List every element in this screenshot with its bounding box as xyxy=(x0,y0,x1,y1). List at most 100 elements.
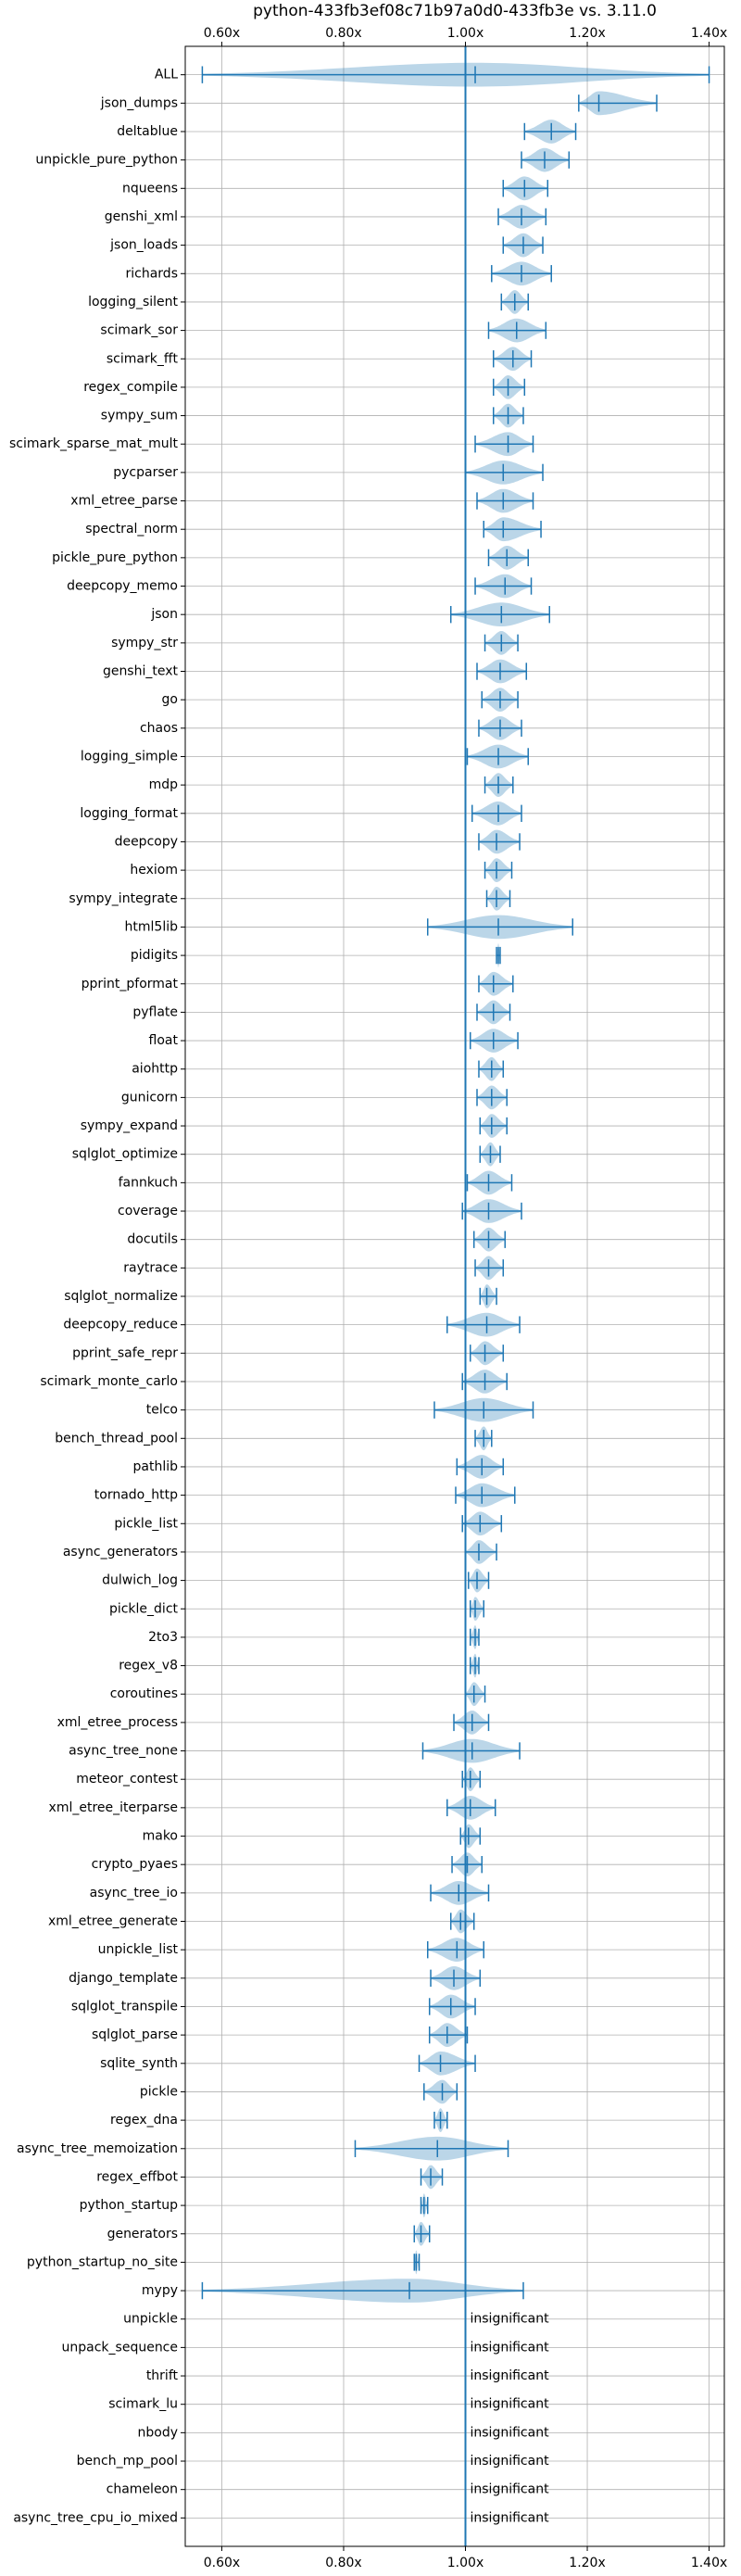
x-tick-label: 1.20x xyxy=(569,26,605,41)
y-tick-label: dulwich_log xyxy=(102,1573,178,1588)
y-tick-label: scimark_fft xyxy=(107,351,179,366)
y-tick-label: html5lib xyxy=(125,919,179,934)
y-tick-label: logging_simple xyxy=(81,749,178,764)
value-label: insignificant xyxy=(471,2510,550,2525)
y-tick-label: async_tree_cpu_io_mixed xyxy=(13,2510,178,2525)
y-tick-label: chaos xyxy=(140,721,178,736)
y-tick-label: coverage xyxy=(118,1204,178,1219)
y-tick-label: sympy_integrate xyxy=(69,891,178,906)
y-tick-label: meteor_contest xyxy=(76,1772,178,1787)
y-tick-label: crypto_pyaes xyxy=(92,1857,178,1872)
y-tick-label: nqueens xyxy=(122,181,178,196)
y-tick-label: gunicorn xyxy=(121,1090,178,1105)
plot-frame xyxy=(184,45,725,2547)
y-tick-label: pidigits xyxy=(131,948,178,963)
y-tick-label: mdp xyxy=(149,777,179,792)
y-tick-label: json_dumps xyxy=(100,95,178,110)
y-tick-label: richards xyxy=(126,266,179,281)
x-tick-label: 1.40x xyxy=(691,26,727,41)
y-tick-label: json_loads xyxy=(109,238,178,253)
value-label: insignificant xyxy=(471,2482,550,2497)
y-tick-label: xml_etree_iterparse xyxy=(49,1800,178,1815)
y-tick-label: spectral_norm xyxy=(85,522,178,537)
value-label: insignificant xyxy=(471,2454,550,2469)
y-tick-label: pathlib xyxy=(133,1459,179,1474)
y-tick-label: nbody xyxy=(138,2425,179,2440)
y-tick-label: mypy xyxy=(142,2283,178,2298)
x-tick-label: 0.60x xyxy=(204,2556,240,2570)
y-tick-label: scimark_sor xyxy=(100,323,178,338)
y-tick-label: aiohttp xyxy=(132,1062,178,1077)
x-tick-label: 1.20x xyxy=(569,2556,605,2570)
y-tick-label: async_generators xyxy=(63,1545,178,1559)
y-tick-label: 2to3 xyxy=(148,1630,178,1645)
y-tick-label: coroutines xyxy=(110,1686,178,1701)
y-tick-label: xml_etree_generate xyxy=(48,1914,178,1929)
y-tick-label: pickle_pure_python xyxy=(52,550,178,565)
value-label: insignificant xyxy=(471,2425,550,2440)
y-tick-label: async_tree_memoization xyxy=(17,2141,178,2156)
chart-title: python-433fb3ef08c71b97a0d0-433fb3e vs. … xyxy=(253,2,657,20)
y-tick-label: json xyxy=(150,607,178,622)
y-tick-label: thrift xyxy=(146,2368,179,2383)
x-tick-label: 0.80x xyxy=(325,26,361,41)
y-tick-label: genshi_xml xyxy=(105,209,178,224)
y-tick-label: xml_etree_process xyxy=(57,1715,178,1730)
y-tick-label: generators xyxy=(107,2227,178,2241)
y-tick-label: sympy_sum xyxy=(101,409,178,423)
y-tick-label: pickle xyxy=(140,2084,178,2099)
y-tick-label: deepcopy_memo xyxy=(67,579,178,594)
x-tick-label: 1.00x xyxy=(447,26,484,41)
y-tick-label: sympy_str xyxy=(111,636,178,650)
y-tick-label: go xyxy=(162,692,178,707)
y-tick-label: mako xyxy=(143,1829,178,1844)
y-tick-label: python_startup_no_site xyxy=(27,2254,178,2269)
y-tick-label: unpickle xyxy=(123,2312,178,2327)
y-tick-label: raytrace xyxy=(123,1260,178,1275)
y-tick-label: docutils xyxy=(127,1232,178,1247)
x-tick-label: 0.60x xyxy=(204,26,240,41)
y-tick-label: float xyxy=(149,1033,179,1048)
y-tick-label: telco xyxy=(146,1403,178,1418)
y-tick-label: scimark_lu xyxy=(108,2397,178,2412)
y-tick-label: unpack_sequence xyxy=(62,2340,178,2355)
y-tick-label: scimark_sparse_mat_mult xyxy=(9,436,178,451)
y-tick-label: deepcopy xyxy=(115,834,178,849)
y-tick-label: unpickle_list xyxy=(98,1942,179,1957)
value-label: insignificant xyxy=(471,2368,550,2383)
y-tick-label: chameleon xyxy=(107,2482,178,2497)
y-tick-label: hexiom xyxy=(130,863,178,878)
y-tick-label: regex_compile xyxy=(83,380,178,395)
y-tick-label: python_startup xyxy=(80,2198,178,2213)
y-tick-label: scimark_monte_carlo xyxy=(40,1374,178,1389)
y-tick-label: pycparser xyxy=(113,465,178,480)
y-tick-label: genshi_text xyxy=(103,664,179,679)
y-tick-label: logging_silent xyxy=(88,295,178,309)
x-tick-label: 0.80x xyxy=(325,2556,361,2570)
y-tick-label: sqlglot_normalize xyxy=(64,1289,178,1304)
y-tick-label: regex_dna xyxy=(110,2113,178,2128)
y-tick-label: fannkuch xyxy=(119,1175,178,1190)
y-tick-label: async_tree_io xyxy=(90,1886,178,1900)
value-label: insignificant xyxy=(471,2312,550,2327)
y-tick-label: django_template xyxy=(69,1971,178,1986)
y-tick-label: pprint_safe_repr xyxy=(72,1345,178,1360)
y-tick-label: deepcopy_reduce xyxy=(63,1318,178,1332)
x-tick-label: 1.40x xyxy=(691,2556,727,2570)
y-tick-label: sqlglot_parse xyxy=(92,2027,178,2042)
y-tick-label: ALL xyxy=(155,68,178,82)
y-tick-label: tornado_http xyxy=(94,1488,178,1503)
x-tick-label: 1.00x xyxy=(447,2556,484,2570)
y-tick-label: sqlite_synth xyxy=(100,2056,178,2071)
y-tick-label: bench_thread_pool xyxy=(55,1431,178,1446)
y-tick-label: xml_etree_parse xyxy=(70,494,178,509)
y-tick-label: unpickle_pure_python xyxy=(35,153,178,168)
y-tick-label: regex_effbot xyxy=(96,2169,178,2184)
y-tick-label: pickle_dict xyxy=(109,1601,179,1616)
value-label: insignificant xyxy=(471,2397,550,2412)
y-tick-label: pickle_list xyxy=(114,1516,178,1531)
y-tick-label: regex_v8 xyxy=(119,1659,178,1673)
y-tick-label: pprint_pformat xyxy=(82,977,179,991)
y-tick-label: async_tree_none xyxy=(69,1744,178,1759)
